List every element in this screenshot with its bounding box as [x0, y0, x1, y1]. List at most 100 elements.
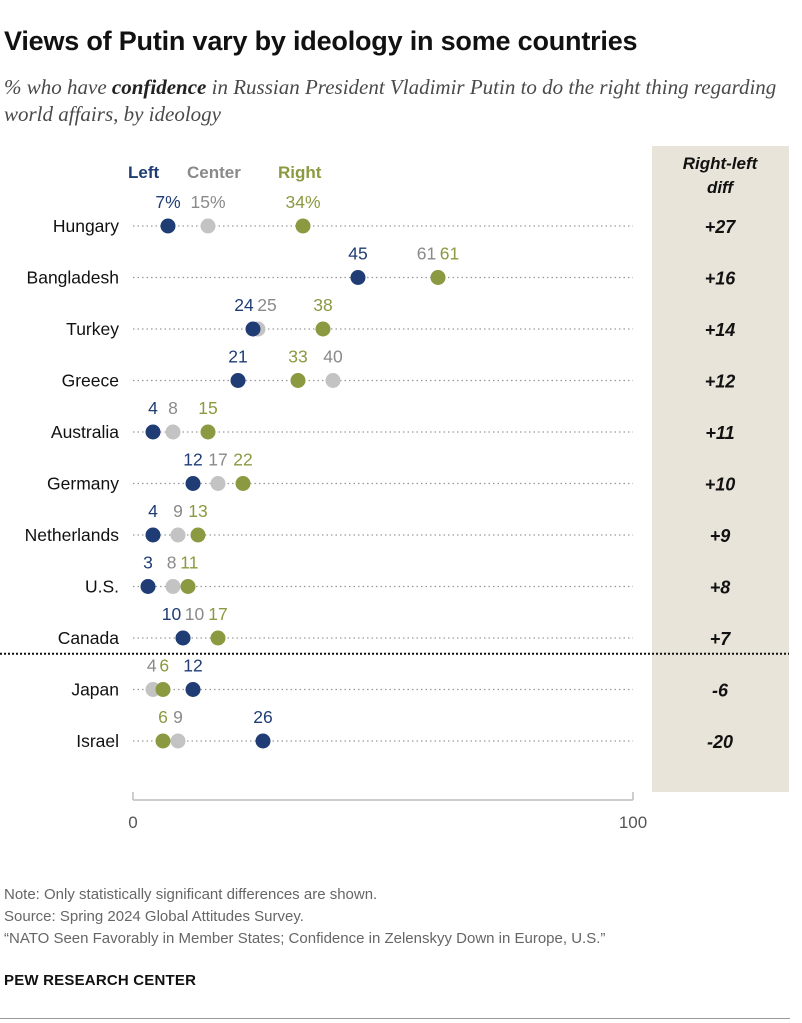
dot-right	[190, 527, 206, 543]
dot-left	[185, 682, 201, 697]
diff-value: +14	[705, 320, 736, 340]
dot-left	[145, 527, 161, 543]
value-label-left: 10	[162, 604, 182, 624]
value-label-center: 61	[417, 244, 436, 264]
diff-value: +7	[710, 629, 732, 649]
subtitle-pre: % who have	[4, 75, 112, 99]
source-text: Source: Spring 2024 Global Attitudes Sur…	[4, 908, 304, 925]
country-label: U.S.	[85, 577, 119, 597]
dot-left	[230, 373, 246, 388]
dot-right	[295, 218, 311, 234]
value-label-left: 26	[253, 707, 272, 727]
dot-center	[165, 424, 181, 440]
diff-header-line2: diff	[707, 178, 735, 197]
value-label-center: 10	[185, 604, 205, 624]
value-label-left: 12	[183, 450, 202, 470]
dot-left	[350, 270, 366, 285]
footer-brand: PEW RESEARCH CENTER	[4, 972, 197, 989]
country-label: Canada	[58, 628, 120, 648]
dot-center	[200, 218, 216, 234]
legend-left: Left	[128, 163, 160, 182]
value-label-right: 6	[158, 707, 168, 727]
dot-center	[170, 527, 186, 543]
dot-left	[175, 630, 191, 646]
country-label: Bangladesh	[27, 268, 119, 288]
dot-center	[170, 733, 186, 749]
value-label-center: 4	[147, 656, 157, 676]
country-label: Netherlands	[25, 525, 120, 545]
dot-right	[180, 579, 196, 594]
x-tick-label: 0	[128, 813, 137, 832]
country-label: Germany	[47, 474, 119, 494]
country-label: Hungary	[53, 216, 119, 236]
value-label-right: 15	[198, 398, 217, 418]
country-label: Turkey	[66, 319, 119, 339]
value-label-right: 6	[159, 656, 169, 676]
dot-left	[160, 218, 176, 234]
value-label-left: 4	[148, 501, 158, 521]
diff-value: +10	[705, 475, 736, 495]
dot-center	[210, 476, 226, 491]
value-label-left: 3	[143, 553, 153, 573]
dot-left	[185, 476, 201, 491]
dot-left	[140, 579, 156, 594]
chart-subtitle: % who have confidence in Russian Preside…	[4, 74, 794, 128]
subtitle-post: in Russian President Vladimir Putin to d…	[4, 75, 777, 126]
diff-value: +9	[710, 526, 731, 546]
value-label-right: 11	[180, 553, 198, 573]
value-label-right: 61	[440, 244, 459, 264]
dot-right	[430, 270, 446, 285]
report-title-text: “NATO Seen Favorably in Member States; C…	[4, 930, 606, 947]
chart-title: Views of Putin vary by ideology in some …	[4, 26, 638, 56]
subtitle-emphasis: confidence	[111, 75, 207, 99]
dot-left	[145, 424, 161, 440]
diff-value: +12	[705, 372, 736, 392]
value-label-right: 33	[288, 347, 307, 367]
dot-right	[235, 476, 251, 491]
notes-block: Note: Only statistically significant dif…	[4, 884, 605, 950]
value-label-left: 12	[183, 656, 202, 676]
value-label-left: 21	[228, 347, 247, 367]
legend-center: Center	[187, 163, 241, 182]
diff-value: +8	[710, 578, 731, 598]
diff-value: -20	[707, 732, 733, 752]
bottom-rule	[0, 1018, 790, 1019]
dot-center	[165, 579, 181, 594]
value-label-center: 8	[167, 553, 177, 573]
value-label-right: 13	[188, 501, 207, 521]
value-label-right: 22	[233, 450, 252, 470]
country-label: Greece	[62, 371, 119, 391]
value-label-center: 40	[323, 347, 343, 367]
diff-value: +16	[705, 269, 737, 289]
country-label: Australia	[51, 422, 119, 442]
dot-right	[315, 321, 331, 337]
dot-center	[325, 373, 341, 388]
dot-left	[255, 733, 271, 749]
dot-right	[155, 733, 171, 749]
value-label-center: 9	[173, 501, 183, 521]
country-label: Israel	[76, 731, 119, 751]
dot-right	[200, 424, 216, 440]
value-label-center: 15%	[190, 192, 225, 212]
dot-right	[155, 682, 171, 697]
diff-panel	[652, 146, 789, 792]
diff-value: +11	[705, 423, 734, 443]
dot-left	[245, 321, 261, 337]
dot-right	[210, 630, 226, 646]
country-label: Japan	[71, 680, 119, 700]
value-label-left: 45	[348, 244, 367, 264]
legend-right: Right	[278, 163, 322, 182]
value-label-left: 24	[234, 295, 254, 315]
value-label-right: 38	[313, 295, 332, 315]
value-label-right: 34%	[285, 192, 320, 212]
value-label-right: 17	[208, 604, 227, 624]
diff-value: +27	[705, 217, 737, 237]
dot-plot-chart: Right-left diff Left Center Right Hungary +27 7…	[0, 146, 789, 832]
diff-value: -6	[712, 681, 729, 701]
value-label-center: 8	[168, 398, 178, 418]
dot-right	[290, 373, 306, 388]
value-label-center: 25	[257, 295, 276, 315]
value-label-center: 17	[208, 450, 227, 470]
x-tick-label: 100	[619, 813, 647, 832]
value-label-center: 9	[173, 707, 183, 727]
